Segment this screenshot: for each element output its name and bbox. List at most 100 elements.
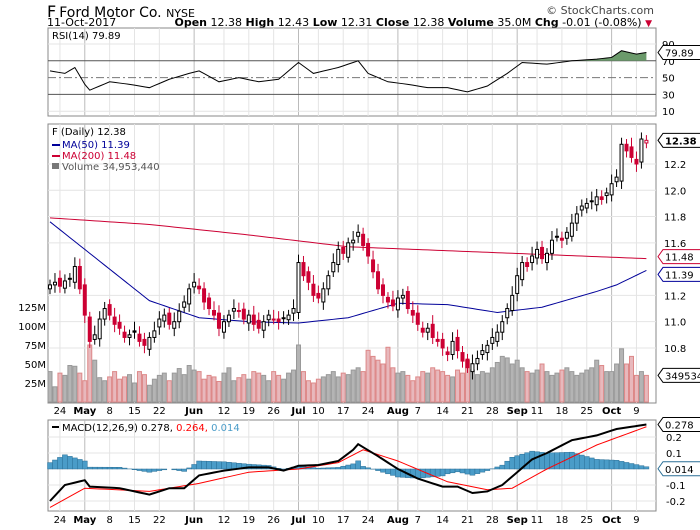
macd-histogram-bar <box>375 468 381 471</box>
x-axis-label: 14 <box>436 515 449 526</box>
macd-histogram-bar <box>106 466 113 470</box>
x-axis-label: 18 <box>556 515 569 526</box>
x-axis-label: 18 <box>556 406 569 417</box>
macd-histogram-bar <box>638 465 645 470</box>
macd-histogram-bar <box>156 468 163 471</box>
volume-bar <box>226 367 232 403</box>
macd-histogram-bar <box>454 468 461 473</box>
x-axis-label: 28 <box>486 406 499 417</box>
macd-histogram-bar <box>579 454 585 470</box>
volume-bar <box>107 376 113 403</box>
candle-body <box>371 259 376 273</box>
candle-body <box>569 222 574 237</box>
macd-histogram-bar <box>101 466 108 470</box>
volume-bar <box>176 368 182 403</box>
x-axis-label: Sep <box>507 406 528 417</box>
candle-body <box>346 242 351 258</box>
macd-line <box>49 423 647 502</box>
candle-body <box>82 284 87 316</box>
volume-bar <box>156 374 162 403</box>
macd-histogram-bar <box>603 459 610 470</box>
candle-body <box>554 235 559 238</box>
price-tick-label: 11.6 <box>664 239 686 250</box>
macd-histogram-bar <box>534 451 540 470</box>
company-name: Ford Motor Co. <box>59 5 162 21</box>
volume-bar <box>609 371 615 403</box>
volume-bar <box>127 374 133 403</box>
candle-body <box>102 308 107 320</box>
volume-bar <box>161 372 167 403</box>
candle-body <box>510 294 515 312</box>
candle-body <box>331 262 336 273</box>
volume-bar <box>286 372 292 403</box>
volume-bar <box>261 374 267 403</box>
candle-body <box>77 265 82 290</box>
candle-body <box>420 327 425 333</box>
macd-histogram-bar <box>494 466 501 470</box>
volume-bar <box>604 371 610 403</box>
candle-body <box>336 248 341 266</box>
rsi-line <box>49 50 647 93</box>
volume-bar <box>216 380 222 403</box>
macd-histogram-bar <box>231 462 237 470</box>
x-axis-label: 15 <box>128 515 141 526</box>
price-tick-label: 10.8 <box>664 344 686 355</box>
volume-tick-label: 75M <box>25 341 46 352</box>
x-axis-label: 19 <box>242 406 255 417</box>
candle-body <box>57 277 62 287</box>
x-axis-label: 10 <box>312 406 325 417</box>
macd-histogram-bar <box>469 468 476 476</box>
candle-body <box>192 281 197 288</box>
candle-body <box>525 262 530 267</box>
macd-tick-label: 0.1 <box>666 449 682 460</box>
volume-bar <box>589 367 595 403</box>
volume-bar <box>544 371 550 403</box>
volume-bar <box>360 371 366 403</box>
candle-body <box>246 314 251 324</box>
volume-bar <box>335 376 341 403</box>
candle-body <box>460 352 465 362</box>
candle-body <box>291 308 296 314</box>
candle-body <box>177 310 182 323</box>
rsi-tick-label: 50 <box>662 74 675 85</box>
candle-body <box>505 308 510 319</box>
candle-body <box>440 338 445 349</box>
volume-bar <box>410 380 416 403</box>
quote-bar: Open 12.38 High 12.43 Low 12.31 Close 12… <box>174 16 652 29</box>
volume-bar <box>340 372 346 403</box>
macd-histogram-bar <box>116 467 123 470</box>
volume-bar <box>281 378 287 403</box>
volume-bar <box>256 372 262 403</box>
candle-body <box>559 237 564 241</box>
volume-bar <box>435 369 441 403</box>
candle-body <box>425 327 430 333</box>
candle-body <box>465 358 470 369</box>
x-axis-label: 24 <box>362 406 375 417</box>
volume-bar <box>499 355 505 403</box>
candle-body <box>480 350 485 356</box>
x-axis-label: 19 <box>242 515 255 526</box>
volume-bar <box>305 380 311 403</box>
macd-value-tag: 0.278 <box>665 421 694 432</box>
x-axis-label: 28 <box>486 515 499 526</box>
candle-body <box>286 314 291 321</box>
volume-bar <box>141 374 147 403</box>
macd-legend: MACD(12,26,9) 0.278, 0.264, 0.014 <box>62 423 240 434</box>
candle-body <box>326 275 331 290</box>
volume-bar <box>445 374 451 403</box>
candle-body <box>385 296 390 303</box>
volume-bar <box>276 374 282 403</box>
candle-body <box>296 262 301 313</box>
volume-tick-label: 100M <box>18 322 46 333</box>
candle-body <box>435 338 440 342</box>
volume-bar <box>97 377 103 403</box>
candle-body <box>97 318 102 340</box>
volume-bar <box>112 371 118 403</box>
macd-histogram-bar <box>320 467 327 470</box>
rsi-panel <box>47 27 657 117</box>
x-axis-label: May <box>73 515 96 526</box>
volume-bar <box>206 374 212 403</box>
macd-histogram-bar <box>345 464 351 470</box>
candle-body <box>515 275 520 294</box>
volume-bar <box>474 374 480 403</box>
